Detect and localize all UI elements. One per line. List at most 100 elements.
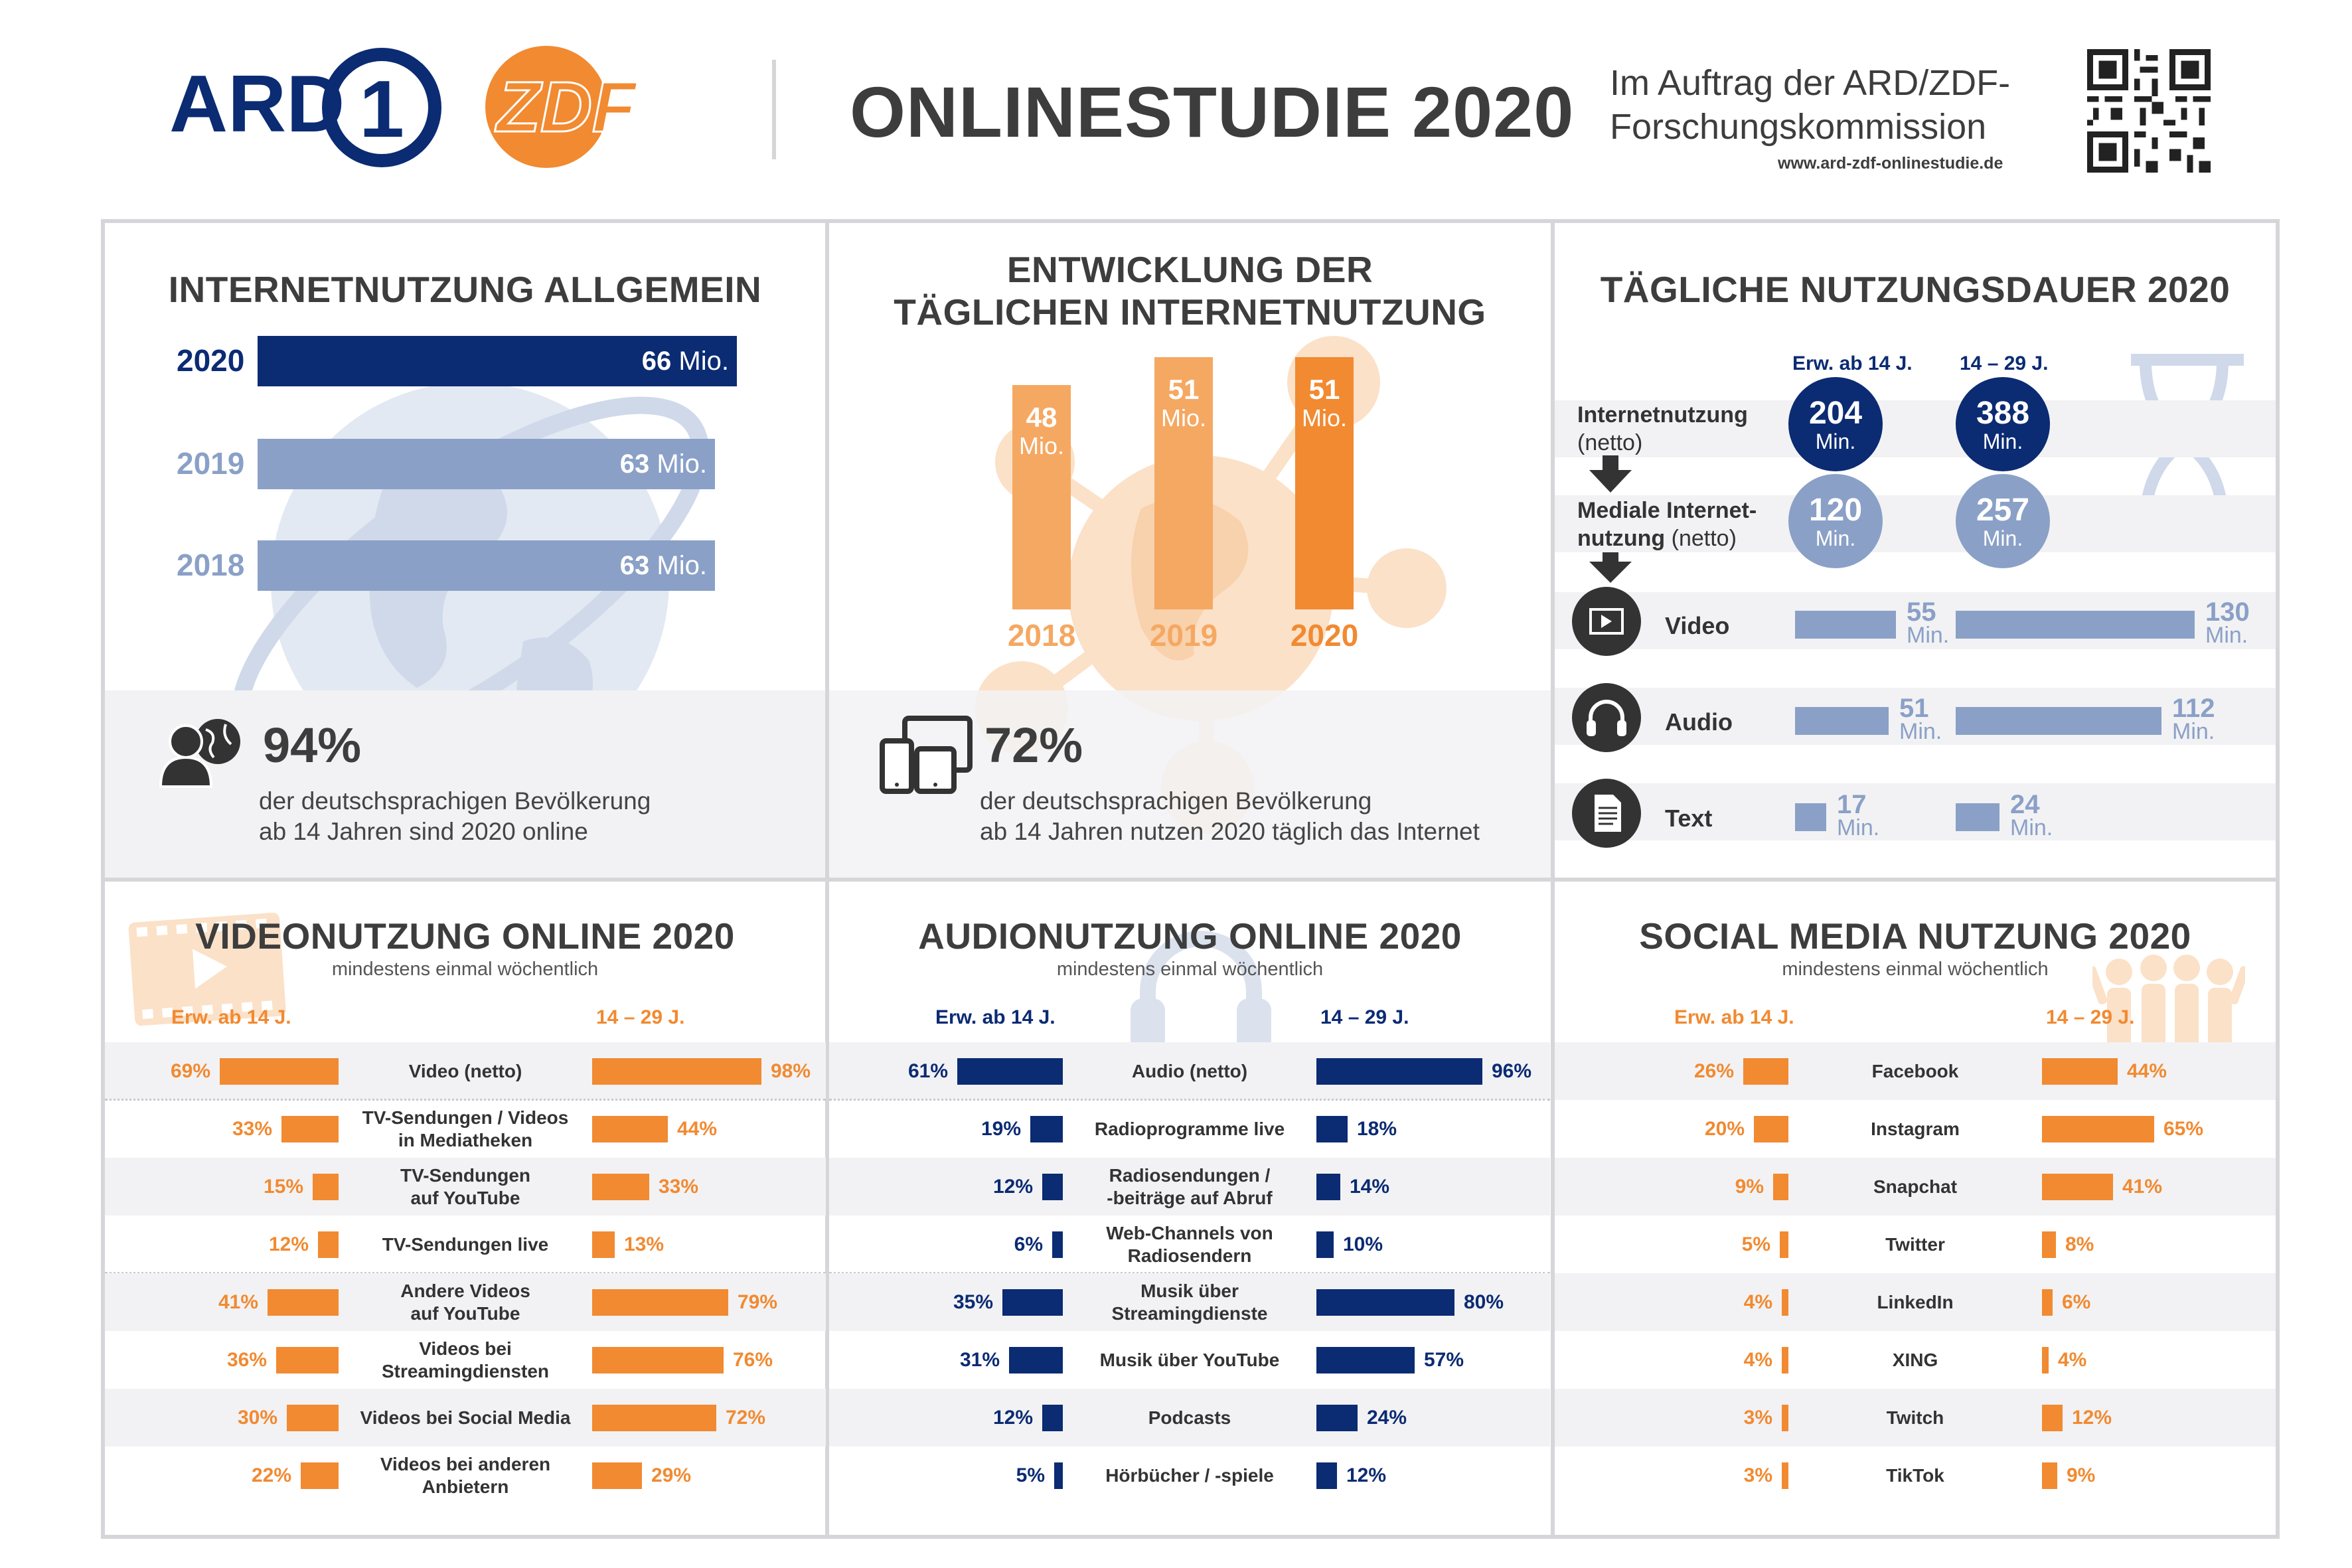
row-label: Videos bei Streamingdiensten <box>344 1338 587 1383</box>
row-label: Andere Videos auf YouTube <box>344 1280 587 1325</box>
duration-bar-young <box>1956 803 1999 831</box>
panel4-subtitle: mindestens einmal wöchentlich <box>331 959 599 980</box>
panel3-internet-label: Internetnutzung (netto) <box>1577 401 1748 457</box>
bar-young <box>592 1346 724 1373</box>
value-young: 96% <box>1492 1059 1532 1082</box>
media-row-label: Audio <box>1665 708 1733 736</box>
bar-adults <box>1009 1346 1063 1373</box>
row-separator <box>105 1099 826 1101</box>
column-header-young: 14 – 29 J. <box>2046 1006 2135 1028</box>
duration-bar-adults <box>1795 611 1896 639</box>
bar-unit: Mio. <box>657 551 707 580</box>
duration-circle: 120 Min. <box>1788 474 1883 568</box>
panel4-title: VIDEONUTZUNG ONLINE 2020 <box>195 915 735 957</box>
value-young: 13% <box>624 1233 665 1255</box>
row-label: TikTok <box>1794 1464 2037 1487</box>
value-young: 14% <box>1350 1175 1390 1198</box>
row-band <box>105 1158 826 1215</box>
duration-bar-adults <box>1795 803 1826 831</box>
panel-social-media: SOCIAL MEDIA NUTZUNG 2020 mindestens ein… <box>1555 882 2276 1535</box>
duration-value: 51 <box>1899 694 1929 723</box>
panel-daily-usage-trend: ENTWICKLUNG DER TÄGLICHEN INTERNETNUTZUN… <box>829 223 1551 878</box>
duration-value: 17 <box>1837 790 1867 819</box>
row-label-line-1: Web-Channels von <box>1106 1222 1273 1243</box>
value-young: 44% <box>677 1117 718 1140</box>
row-label-line-2: Streamingdienste <box>1111 1302 1268 1324</box>
row-label-line-1: Hörbücher / -spiele <box>1105 1464 1274 1486</box>
duration-unit: Min. <box>2010 815 2053 840</box>
column-header-adults: Erw. ab 14 J. <box>171 1006 291 1028</box>
value-adults: 3% <box>1743 1464 1772 1486</box>
ard-logo-digit: 1 <box>359 64 404 154</box>
bar-young <box>1316 1404 1358 1431</box>
bar-adults <box>1743 1058 1788 1085</box>
row-label-line-1: Musik über <box>1140 1280 1239 1301</box>
bar-young <box>1316 1289 1454 1316</box>
row-label: Radiosendungen / -beiträge auf Abruf <box>1068 1164 1311 1210</box>
value-adults: 4% <box>1743 1291 1772 1313</box>
row-label: Web-Channels von Radiosendern <box>1068 1222 1311 1267</box>
value-young: 12% <box>2072 1406 2112 1429</box>
row-label: TV-Sendungen live <box>344 1233 587 1256</box>
panel3-band-2 <box>1555 495 2276 552</box>
duration-value: 120 <box>1808 493 1863 528</box>
row-label-line-2: auf YouTube <box>410 1187 520 1208</box>
duration-bar-adults-label: 55 Min. <box>1907 599 1950 648</box>
bar-young <box>1316 1231 1334 1258</box>
panel1-bar-chart: 2020 66 Mio. 2019 63 Mio. 2018 63 Mio. <box>105 223 825 635</box>
bar-value: 51 <box>1308 374 1340 405</box>
value-young: 80% <box>1464 1291 1504 1313</box>
panel5-subtitle: mindestens einmal wöchentlich <box>1056 959 1324 980</box>
row-label-line-1: TikTok <box>1886 1464 1944 1486</box>
bar-adults <box>1782 1289 1788 1316</box>
duration-unit: Min. <box>1982 526 2023 550</box>
value-young: 72% <box>726 1406 766 1429</box>
panel1-stat-description: der deutschsprachigen Bevölkerung ab 14 … <box>259 786 651 847</box>
row-label-line-1: Videos bei <box>419 1338 512 1359</box>
bar-adults <box>1754 1115 1788 1142</box>
bar-adults <box>287 1404 339 1431</box>
value-young: 4% <box>2058 1348 2087 1371</box>
value-adults: 12% <box>268 1233 309 1255</box>
ard-logo-text: ARD <box>169 58 345 149</box>
row-label: TV-Sendungen / Videos in Mediatheken <box>344 1107 587 1152</box>
people-watermark-icon <box>2092 955 2245 1052</box>
bar-value-label: 63 Mio. <box>620 449 707 479</box>
row-band <box>1555 1042 2276 1100</box>
devices-icon <box>880 716 973 794</box>
duration-circle: 257 Min. <box>1956 474 2050 568</box>
arrow-down-icon <box>1589 455 1632 493</box>
value-young: 76% <box>733 1348 773 1371</box>
media-usage-sub: (netto) <box>1671 526 1737 551</box>
bar-young <box>1316 1115 1348 1142</box>
value-adults: 12% <box>992 1175 1033 1198</box>
bar-adults <box>220 1058 339 1085</box>
website-link[interactable]: www.ard-zdf-onlinestudie.de <box>1778 154 2003 173</box>
bar-adults <box>1780 1231 1788 1258</box>
row-label-line-2: -beiträge auf Abruf <box>1107 1187 1273 1208</box>
value-adults: 4% <box>1743 1348 1772 1371</box>
qr-code-icon[interactable] <box>2087 49 2211 173</box>
bar-value: 51 <box>1168 374 1200 405</box>
bar-young <box>592 1058 761 1085</box>
bar-adults <box>281 1115 339 1142</box>
value-young: 57% <box>1424 1348 1464 1371</box>
duration-value: 257 <box>1976 493 2030 528</box>
row-band <box>1555 1158 2276 1215</box>
panel2-title: ENTWICKLUNG DER TÄGLICHEN INTERNETNUTZUN… <box>829 248 1551 333</box>
row-label: XING <box>1794 1349 2037 1372</box>
bar-young <box>592 1173 649 1200</box>
panel3-media-label: Mediale Internet- nutzung (netto) <box>1577 497 1757 552</box>
duration-unit: Min. <box>1907 623 1950 648</box>
value-young: 29% <box>651 1464 692 1486</box>
duration-circle: 204 Min. <box>1788 377 1883 471</box>
row-label-line-1: Videos bei Social Media <box>360 1407 571 1428</box>
bar-2018: 63 Mio. <box>258 540 715 591</box>
bar-young <box>592 1404 716 1431</box>
row-label: TV-Sendungen auf YouTube <box>344 1164 587 1210</box>
value-adults: 69% <box>170 1059 210 1082</box>
year-label: 2018 <box>177 548 245 582</box>
panel1-stat-line-1: der deutschsprachigen Bevölkerung <box>259 787 651 815</box>
row-band <box>1555 1273 2276 1331</box>
row-label-line-1: Video (netto) <box>408 1060 522 1081</box>
